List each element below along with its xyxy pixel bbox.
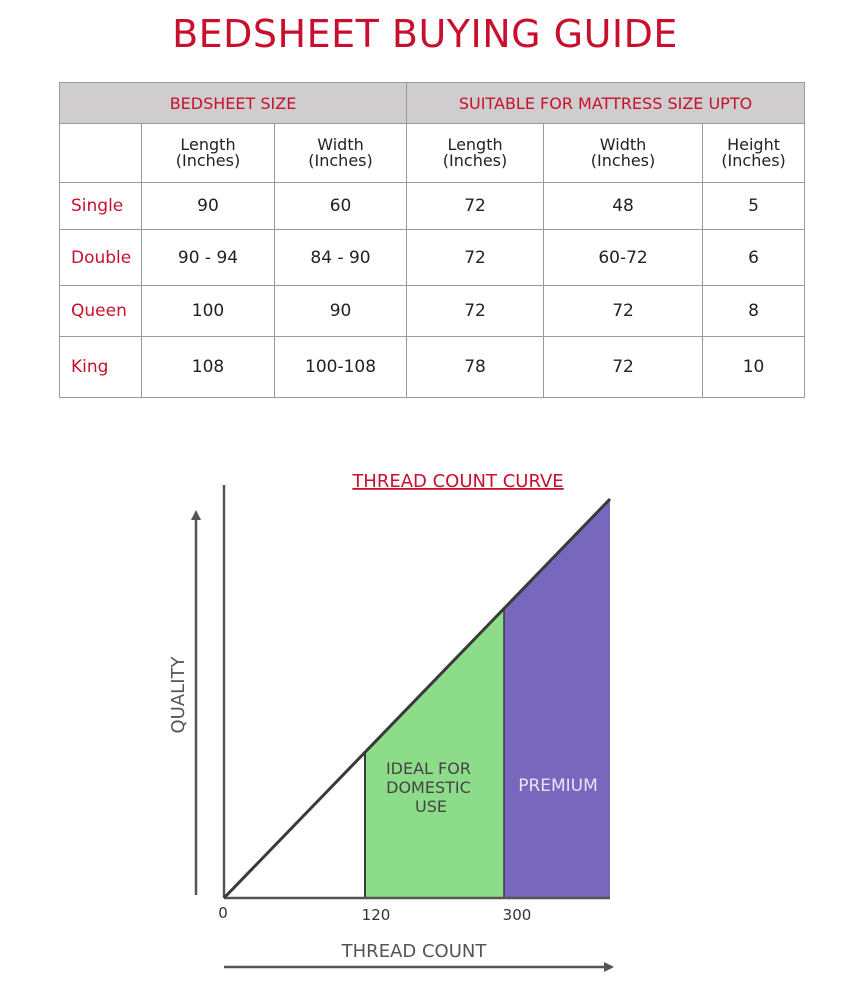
ideal-region (365, 608, 504, 898)
sub-header-sheet-width: Width (Inches) (273, 123, 408, 183)
sub-header-row: Length (Inches) Width (Inches) Length (I… (59, 123, 806, 183)
ideal-label-line: DOMESTIC (386, 778, 471, 797)
table-cell: 5 (702, 182, 806, 230)
table-cell: 60-72 (543, 229, 704, 286)
row-label: Double (59, 229, 142, 286)
table-cell: 8 (702, 285, 806, 337)
table-cell: 72 (406, 182, 545, 230)
sub-header-mattress-height: Height (Inches) (702, 123, 806, 183)
table-cell: 84 - 90 (273, 229, 408, 286)
sub-header-text: Width (599, 135, 647, 154)
sub-header-text: Width (317, 135, 364, 154)
table-row-single: Single 90 60 72 48 5 (59, 182, 806, 230)
group-header-mattress-size: SUITABLE FOR MATTRESS SIZE UPTO (406, 82, 806, 124)
sub-header-unit: (Inches) (721, 151, 786, 170)
table-cell: 72 (543, 285, 704, 337)
x-tick-label-300: 300 (503, 906, 532, 924)
table-cell: 6 (702, 229, 806, 286)
table-row-double: Double 90 - 94 84 - 90 72 60-72 6 (59, 229, 806, 286)
group-header-row: BEDSHEET SIZE SUITABLE FOR MATTRESS SIZE… (58, 82, 806, 124)
sub-header-unit: (Inches) (442, 151, 508, 170)
x-tick-label-120: 120 (362, 906, 391, 924)
table-cell: 100-108 (273, 336, 408, 398)
ideal-label-line: USE (415, 797, 447, 816)
sub-header-unit: (Inches) (590, 151, 656, 170)
table-cell: 72 (406, 229, 545, 286)
table-cell: 90 - 94 (141, 229, 275, 286)
table-cell: 10 (702, 336, 806, 398)
quality-curve-line (222, 497, 612, 900)
sub-header-sheet-length: Length (Inches) (141, 123, 275, 183)
sub-header-mattress-width: Width (Inches) (543, 123, 704, 183)
size-guide-table: BEDSHEET SIZE SUITABLE FOR MATTRESS SIZE… (58, 82, 806, 398)
row-label: Single (59, 182, 142, 230)
ideal-region-label: IDEAL FOR DOMESTIC USE (386, 759, 476, 816)
table-cell: 60 (273, 182, 408, 230)
premium-region (504, 499, 610, 898)
table-cell: 108 (141, 336, 275, 398)
thread-count-chart: THREAD COUNT CURVE QUALITY THREAD COUNT … (168, 471, 614, 972)
table-cell: 78 (406, 336, 545, 398)
page-title: BEDSHEET BUYING GUIDE (172, 12, 678, 56)
sub-header-text: Length (180, 135, 236, 154)
x-axis-label: THREAD COUNT (341, 941, 488, 962)
ideal-label-line: IDEAL FOR (386, 759, 471, 778)
table-cell: 72 (406, 285, 545, 337)
empty-corner-cell (59, 123, 142, 183)
table-cell: 90 (141, 182, 275, 230)
sub-header-text: Height (727, 135, 780, 154)
row-label: King (59, 336, 142, 398)
premium-region-label: PREMIUM (518, 776, 598, 796)
table-row-king: King 108 100-108 78 72 10 (59, 336, 806, 398)
chart-title: THREAD COUNT CURVE (351, 471, 563, 492)
y-axis-label: QUALITY (168, 656, 189, 734)
table-cell: 72 (543, 336, 704, 398)
sub-header-text: Length (447, 135, 503, 154)
group-header-bedsheet-size: BEDSHEET SIZE (58, 82, 408, 124)
table-cell: 100 (141, 285, 275, 337)
table-cell: 90 (273, 285, 408, 337)
table-row-queen: Queen 100 90 72 72 8 (59, 285, 806, 337)
sub-header-unit: (Inches) (175, 151, 241, 170)
sub-header-unit: (Inches) (308, 151, 373, 170)
sub-header-mattress-length: Length (Inches) (406, 123, 545, 183)
row-label: Queen (59, 285, 142, 337)
x-tick-label-0: 0 (218, 904, 228, 922)
table-cell: 48 (543, 182, 704, 230)
